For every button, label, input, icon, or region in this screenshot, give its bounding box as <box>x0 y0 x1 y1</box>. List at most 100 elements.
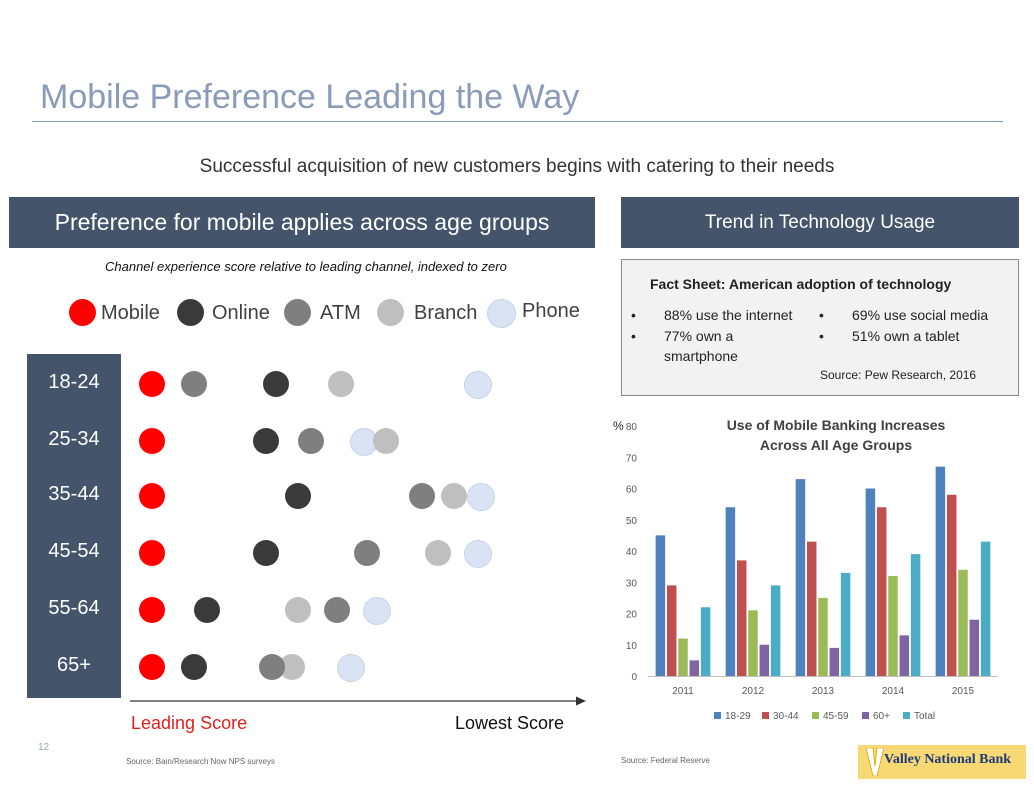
chart-bar-60+-2015 <box>969 619 980 676</box>
legend-branch-label: Branch <box>414 302 478 324</box>
dot-online-25-34 <box>252 428 279 454</box>
dot-atm-18-24 <box>181 371 208 397</box>
chart-bar-18-29-2015 <box>935 466 946 676</box>
chart-y-tick-label: 80 <box>626 422 638 433</box>
title-divider <box>32 121 1003 122</box>
dot-branch-45-54 <box>425 540 451 566</box>
page-number: 12 <box>38 742 50 753</box>
chart-y-tick-label: 20 <box>626 610 638 621</box>
chart-bar-30-44-2015 <box>946 494 957 676</box>
dot-mobile-35-44 <box>139 483 165 509</box>
dot-online-35-44 <box>285 483 312 509</box>
dot-atm-45-54 <box>353 540 380 566</box>
left-section-banner: Preference for mobile applies across age… <box>9 197 595 248</box>
bank-v-logo-icon <box>866 748 884 776</box>
chart-bar-18-29-2014 <box>865 488 876 676</box>
chart-x-tick-label: 2011 <box>672 686 694 697</box>
right-section-banner: Trend in Technology Usage <box>621 197 1019 248</box>
dot-online-65+ <box>181 654 208 680</box>
legend-phone-dot <box>487 299 516 328</box>
chart-bar-30-44-2014 <box>876 507 887 676</box>
chart-legend-label: 18-29 <box>725 711 751 722</box>
chart-bar-60+-2014 <box>899 635 910 676</box>
chart-y-tick-label: 10 <box>626 641 638 652</box>
chart-legend-swatch <box>862 712 869 719</box>
age-group-label: 45-54 <box>48 540 100 562</box>
lowest-score-label: Lowest Score <box>455 713 565 733</box>
fact-item: 69% use social media <box>852 307 989 323</box>
chart-bar-45-59-2013 <box>818 597 828 676</box>
fact-bullet: • <box>819 328 824 344</box>
chart-bar-30-44-2012 <box>736 560 747 676</box>
chart-bar-Total-2014 <box>910 554 921 676</box>
dot-mobile-45-54 <box>139 540 165 566</box>
score-axis-arrow <box>130 696 586 706</box>
fact-item: 77% own a <box>664 328 734 344</box>
chart-bar-45-59-2011 <box>678 638 688 676</box>
dot-mobile-65+ <box>139 654 165 680</box>
age-group-label: 18-24 <box>48 371 100 393</box>
age-group-label: 25-34 <box>48 428 100 450</box>
dot-mobile-55-64 <box>139 597 165 623</box>
chart-bar-Total-2011 <box>700 607 711 676</box>
dot-atm-55-64 <box>324 597 351 623</box>
chart-legend-label: 60+ <box>873 711 890 722</box>
legend-online-dot <box>177 299 204 326</box>
chart-legend-swatch <box>762 712 769 719</box>
chart-bar-30-44-2013 <box>806 541 817 676</box>
chart-bar-45-59-2012 <box>748 610 758 676</box>
dot-atm-25-34 <box>298 428 325 454</box>
chart-y-tick-label: 50 <box>626 516 638 527</box>
dot-atm-65+ <box>259 654 286 680</box>
chart-bar-Total-2012 <box>770 585 781 676</box>
chart-bar-30-44-2011 <box>666 585 677 676</box>
dot-phone-18-24 <box>464 371 492 399</box>
dot-branch-55-64 <box>285 597 312 623</box>
age-group-label: 35-44 <box>48 483 100 505</box>
fact-sheet-box <box>621 259 1019 396</box>
fact-bullet: • <box>819 307 824 323</box>
legend-mobile-label: Mobile <box>101 302 160 324</box>
chart-bar-60+-2012 <box>759 644 770 676</box>
fact-item: 88% use the internet <box>664 307 793 323</box>
fact-item: smartphone <box>664 348 738 364</box>
chart-bar-45-59-2015 <box>958 569 968 676</box>
chart-y-tick-label: 40 <box>626 547 638 558</box>
legend-branch-dot <box>377 299 404 326</box>
chart-x-tick-label: 2013 <box>812 686 835 697</box>
age-group-panel <box>27 354 121 698</box>
chart-bar-45-59-2014 <box>888 576 898 676</box>
right-source-note: Source: Federal Reserve <box>621 756 710 765</box>
chart-bar-60+-2011 <box>689 660 700 676</box>
chart-legend-label: 45-59 <box>823 711 849 722</box>
dot-phone-35-44 <box>467 483 496 511</box>
chart-y-tick-label: 0 <box>631 672 637 683</box>
chart-y-tick-label: 70 <box>626 453 638 464</box>
dot-mobile-18-24 <box>139 371 165 397</box>
fact-sheet-title: Fact Sheet: American adoption of technol… <box>650 276 952 292</box>
chart-x-tick-label: 2014 <box>882 686 905 697</box>
chart-title-line: Across All Age Groups <box>760 437 912 453</box>
fact-sheet-source: Source: Pew Research, 2016 <box>820 368 977 382</box>
age-group-label: 55-64 <box>48 597 100 619</box>
legend-atm-dot <box>284 299 311 326</box>
dot-phone-65+ <box>337 654 366 682</box>
dot-branch-18-24 <box>327 371 354 397</box>
chart-bar-18-29-2011 <box>655 535 666 676</box>
page-subtitle: Successful acquisition of new customers … <box>199 156 835 177</box>
chart-legend-label: 30-44 <box>773 711 799 722</box>
dot-online-45-54 <box>252 540 279 566</box>
chart-legend-swatch <box>812 712 819 719</box>
dot-atm-35-44 <box>408 483 435 509</box>
dot-phone-45-54 <box>464 540 492 568</box>
chart-bar-Total-2013 <box>840 572 851 676</box>
dot-plot-caption: Channel experience score relative to lea… <box>105 259 507 274</box>
mobile-banking-bar-chart: Use of Mobile Banking Increases Across Al… <box>613 417 998 722</box>
fact-item: 51% own a tablet <box>852 328 960 344</box>
chart-y-tick-label: 30 <box>626 578 638 589</box>
chart-y-axis-label: % <box>613 419 624 433</box>
dot-branch-35-44 <box>441 483 468 509</box>
chart-legend-label: Total <box>914 711 935 722</box>
page-title: Mobile Preference Leading the Way <box>40 78 580 116</box>
leading-score-label: Leading Score <box>131 713 248 733</box>
